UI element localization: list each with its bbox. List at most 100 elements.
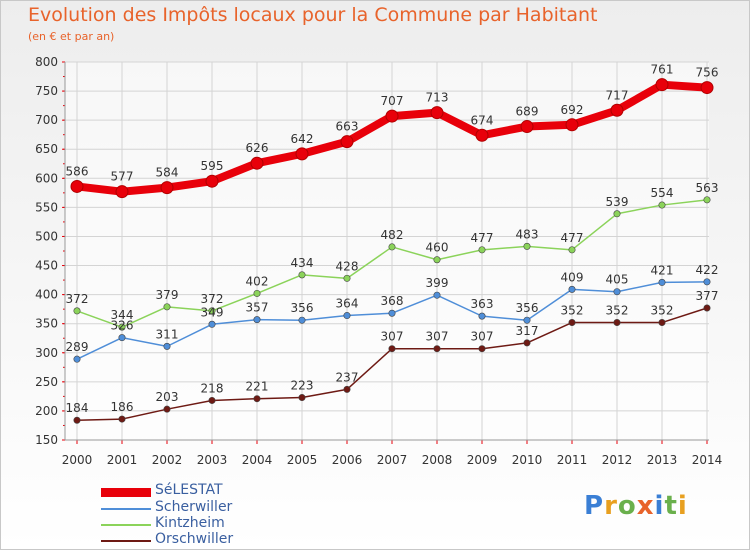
- data-label: 203: [156, 390, 179, 404]
- data-point-sélestat: [655, 78, 669, 92]
- data-point-kintzheim: [523, 242, 531, 250]
- data-point-sélestat: [115, 185, 129, 199]
- data-point-orschwiller: [478, 345, 486, 353]
- data-label: 368: [381, 294, 404, 308]
- data-label: 483: [516, 227, 539, 241]
- data-label: 642: [291, 132, 314, 146]
- data-label: 717: [606, 88, 629, 102]
- x-tick-label: 2013: [647, 453, 678, 467]
- data-point-orschwiller: [523, 339, 531, 347]
- legend-label-orschwiller: Orschwiller: [155, 531, 234, 547]
- x-tick-label: 2012: [602, 453, 633, 467]
- data-point-scherwiller: [703, 278, 711, 286]
- y-tick-label: 650: [35, 142, 58, 156]
- data-label: 422: [696, 263, 719, 277]
- legend-label-scherwiller: Scherwiller: [155, 499, 233, 515]
- data-point-sélestat: [160, 181, 174, 195]
- data-label: 307: [426, 330, 449, 344]
- legend-swatch-selestat: [101, 488, 151, 497]
- data-point-sélestat: [430, 106, 444, 120]
- data-point-orschwiller: [118, 415, 126, 423]
- data-label: 399: [426, 276, 449, 290]
- data-label: 379: [156, 288, 179, 302]
- data-point-sélestat: [295, 147, 309, 161]
- x-tick-label: 2002: [152, 453, 183, 467]
- logo-letter: P: [584, 491, 605, 521]
- data-point-kintzheim: [118, 323, 126, 331]
- data-point-scherwiller: [658, 278, 666, 286]
- x-tick-label: 2014: [692, 453, 723, 467]
- x-tick-label: 2009: [467, 453, 498, 467]
- data-label: 756: [696, 66, 719, 80]
- data-point-scherwiller: [433, 291, 441, 299]
- data-point-kintzheim: [343, 274, 351, 282]
- chart-subtitle: (en € et par an): [28, 30, 115, 43]
- y-tick-label: 300: [35, 346, 58, 360]
- data-point-kintzheim: [298, 271, 306, 279]
- data-label: 218: [201, 381, 224, 395]
- data-point-kintzheim: [478, 246, 486, 254]
- logo-letter: i: [677, 491, 688, 521]
- legend-label-selestat: SéLESTAT: [155, 482, 223, 498]
- data-label: 364: [336, 297, 359, 311]
- y-tick-label: 500: [35, 229, 58, 243]
- data-label: 352: [561, 304, 584, 318]
- data-point-scherwiller: [568, 285, 576, 293]
- data-label: 713: [426, 91, 449, 105]
- data-point-sélestat: [520, 120, 534, 134]
- legend-swatch-kintzheim: [101, 524, 151, 526]
- data-point-sélestat: [385, 109, 399, 123]
- data-point-scherwiller: [523, 316, 531, 324]
- data-label: 184: [66, 401, 89, 415]
- y-tick-label: 700: [35, 113, 58, 127]
- data-label: 372: [201, 292, 224, 306]
- data-label: 460: [426, 241, 449, 255]
- data-label: 692: [561, 103, 584, 117]
- x-tick-label: 2005: [287, 453, 318, 467]
- data-point-orschwiller: [343, 385, 351, 393]
- data-point-kintzheim: [163, 303, 171, 311]
- data-label: 554: [651, 186, 674, 200]
- data-point-scherwiller: [298, 316, 306, 324]
- data-point-orschwiller: [703, 304, 711, 312]
- y-tick-label: 400: [35, 288, 58, 302]
- data-point-kintzheim: [73, 307, 81, 315]
- y-tick-label: 450: [35, 259, 58, 273]
- legend-swatch-scherwiller: [101, 508, 151, 510]
- data-point-sélestat: [340, 135, 354, 149]
- data-point-scherwiller: [118, 334, 126, 342]
- data-point-kintzheim: [388, 243, 396, 251]
- x-tick-label: 2010: [512, 453, 543, 467]
- data-label: 409: [561, 270, 584, 284]
- data-label: 223: [291, 379, 314, 393]
- data-point-orschwiller: [568, 319, 576, 327]
- data-point-kintzheim: [658, 201, 666, 209]
- data-point-scherwiller: [613, 288, 621, 296]
- data-label: 352: [606, 304, 629, 318]
- data-label: 482: [381, 228, 404, 242]
- data-label: 595: [201, 159, 224, 173]
- data-label: 584: [156, 166, 179, 180]
- data-label: 563: [696, 181, 719, 195]
- x-tick-label: 2004: [242, 453, 273, 467]
- data-label: 707: [381, 94, 404, 108]
- data-label: 586: [66, 164, 89, 178]
- data-label: 237: [336, 370, 359, 384]
- x-tick-label: 2006: [332, 453, 363, 467]
- data-label: 311: [156, 327, 179, 341]
- data-point-kintzheim: [208, 307, 216, 315]
- y-tick-label: 800: [35, 55, 58, 69]
- data-point-orschwiller: [73, 416, 81, 424]
- y-tick-label: 150: [35, 433, 58, 447]
- data-label: 363: [471, 297, 494, 311]
- data-point-sélestat: [700, 81, 714, 95]
- data-label: 221: [246, 380, 269, 394]
- logo-letter: x: [636, 491, 655, 521]
- data-point-orschwiller: [433, 345, 441, 353]
- data-label: 402: [246, 274, 269, 288]
- data-point-sélestat: [205, 174, 219, 188]
- data-label: 317: [516, 324, 539, 338]
- data-label: 357: [246, 301, 269, 315]
- x-tick-label: 2001: [107, 453, 138, 467]
